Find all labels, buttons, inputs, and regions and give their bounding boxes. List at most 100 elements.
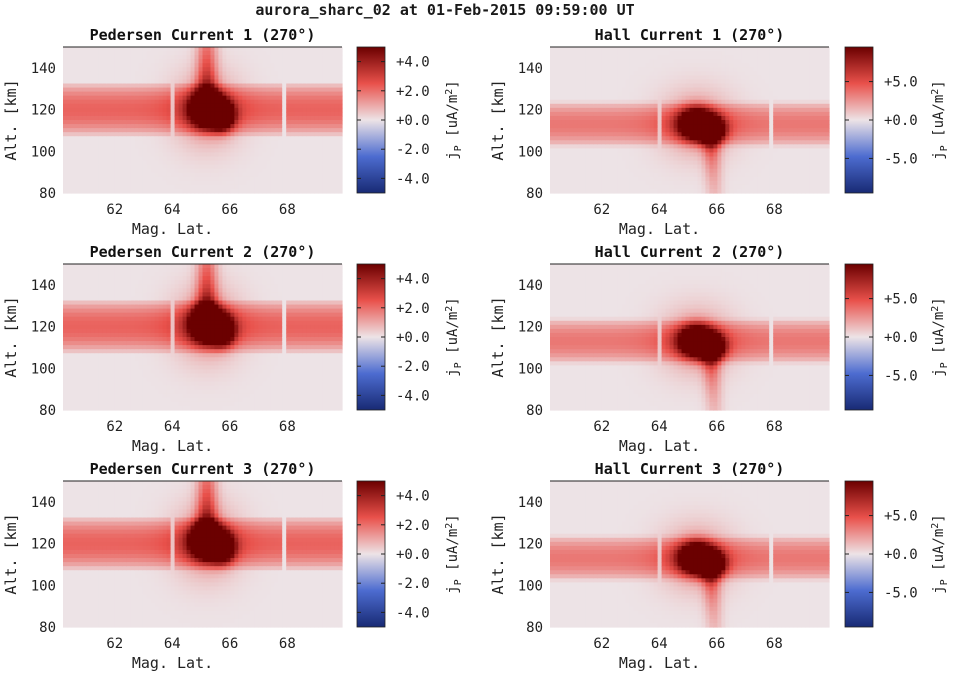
heatmap-cell — [290, 91, 295, 97]
heatmap-cell — [789, 111, 794, 117]
heatmap-cell — [198, 160, 204, 166]
heatmap-cell — [550, 59, 555, 64]
heatmap-cell — [102, 91, 108, 97]
heatmap-cell — [781, 103, 786, 109]
heatmap-cell — [194, 188, 200, 194]
heatmap-cell — [138, 144, 144, 149]
heatmap-cell — [118, 168, 124, 174]
heatmap-cell — [605, 87, 611, 93]
heatmap-cell — [146, 75, 152, 81]
heatmap-cell — [637, 71, 643, 76]
heatmap-cell — [773, 140, 778, 145]
heatmap-cell — [689, 136, 695, 141]
heatmap-cell — [222, 184, 228, 190]
heatmap-cell — [569, 172, 575, 178]
heatmap-cell — [130, 120, 136, 125]
heatmap-cell — [793, 67, 798, 72]
heatmap-cell — [266, 148, 271, 154]
heatmap-cell — [677, 87, 683, 93]
heatmap-cell — [753, 172, 758, 178]
heatmap-cell — [761, 103, 766, 109]
heatmap-cell — [789, 107, 794, 113]
heatmap-cell — [63, 87, 68, 93]
heatmap-cell — [63, 51, 68, 56]
heatmap-cell — [262, 152, 267, 158]
heatmap-cell — [198, 168, 204, 174]
heatmap-cell — [250, 168, 255, 174]
heatmap-cell — [805, 176, 810, 182]
heatmap-cell — [114, 91, 120, 97]
heatmap-cell — [102, 128, 108, 133]
heatmap-cell — [122, 160, 128, 166]
heatmap-cell — [110, 156, 116, 162]
heatmap-cell — [773, 144, 778, 149]
heatmap-cell — [246, 63, 251, 68]
heatmap-cell — [665, 128, 671, 133]
heatmap-cell — [757, 111, 762, 117]
heatmap-cell — [661, 148, 667, 154]
heatmap-cell — [605, 180, 611, 186]
heatmap-cell — [126, 132, 132, 137]
heatmap-cell — [298, 107, 303, 113]
heatmap-cell — [138, 71, 144, 76]
heatmap-cell — [817, 63, 822, 68]
heatmap-cell — [773, 188, 778, 194]
heatmap-cell — [745, 124, 750, 129]
heatmap-cell — [90, 160, 96, 166]
heatmap-cell — [601, 144, 607, 149]
heatmap-cell — [721, 75, 726, 81]
heatmap-cell — [781, 91, 786, 97]
heatmap-cell — [206, 160, 212, 166]
heatmap-cell — [330, 176, 335, 182]
heatmap-cell — [206, 176, 212, 182]
heatmap-cell — [230, 59, 235, 64]
heatmap-cell — [82, 120, 88, 125]
heatmap-cell — [581, 136, 587, 141]
heatmap-cell — [278, 83, 283, 89]
heatmap-cell — [122, 99, 128, 105]
heatmap-cell — [94, 160, 100, 166]
heatmap-cell — [146, 95, 152, 101]
heatmap-cell — [238, 124, 243, 129]
heatmap-cell — [605, 115, 611, 121]
heatmap-cell — [697, 136, 703, 141]
heatmap-cell — [550, 152, 555, 158]
heatmap-cell — [697, 140, 703, 145]
heatmap-cell — [793, 124, 798, 129]
heatmap-cell — [258, 55, 263, 60]
heatmap-cell — [781, 184, 786, 190]
heatmap-cell — [102, 160, 108, 166]
heatmap-cell — [673, 180, 679, 186]
heatmap-cell — [597, 180, 603, 186]
heatmap-cell — [242, 59, 247, 64]
heatmap-cell — [673, 107, 679, 113]
heatmap-cell — [705, 140, 711, 145]
heatmap-cell — [565, 188, 571, 194]
heatmap-cell — [118, 124, 124, 129]
heatmap-cell — [310, 120, 315, 125]
heatmap-cell — [641, 168, 647, 174]
heatmap-cell — [553, 144, 559, 149]
heatmap-cell — [63, 67, 68, 72]
heatmap-cell — [805, 95, 810, 101]
heatmap-cell — [182, 115, 188, 121]
heatmap-cell — [290, 87, 295, 93]
heatmap-cell — [178, 59, 184, 64]
heatmap-cell — [226, 71, 231, 76]
heatmap-cell — [314, 67, 319, 72]
heatmap-cell — [302, 111, 307, 117]
heatmap-cell — [589, 188, 595, 194]
heatmap-cell — [114, 128, 120, 133]
heatmap-cell — [142, 63, 148, 68]
heatmap-cell — [278, 99, 283, 105]
heatmap-cell — [334, 59, 339, 64]
heatmap-cell — [633, 107, 639, 113]
heatmap-cell — [82, 75, 88, 81]
heatmap-cell — [162, 140, 168, 145]
heatmap-cell — [218, 156, 224, 162]
heatmap-cell — [130, 188, 136, 194]
heatmap-cell — [186, 128, 192, 133]
heatmap-cell — [334, 148, 339, 154]
heatmap-cell — [246, 47, 251, 52]
heatmap-cell — [278, 103, 283, 109]
